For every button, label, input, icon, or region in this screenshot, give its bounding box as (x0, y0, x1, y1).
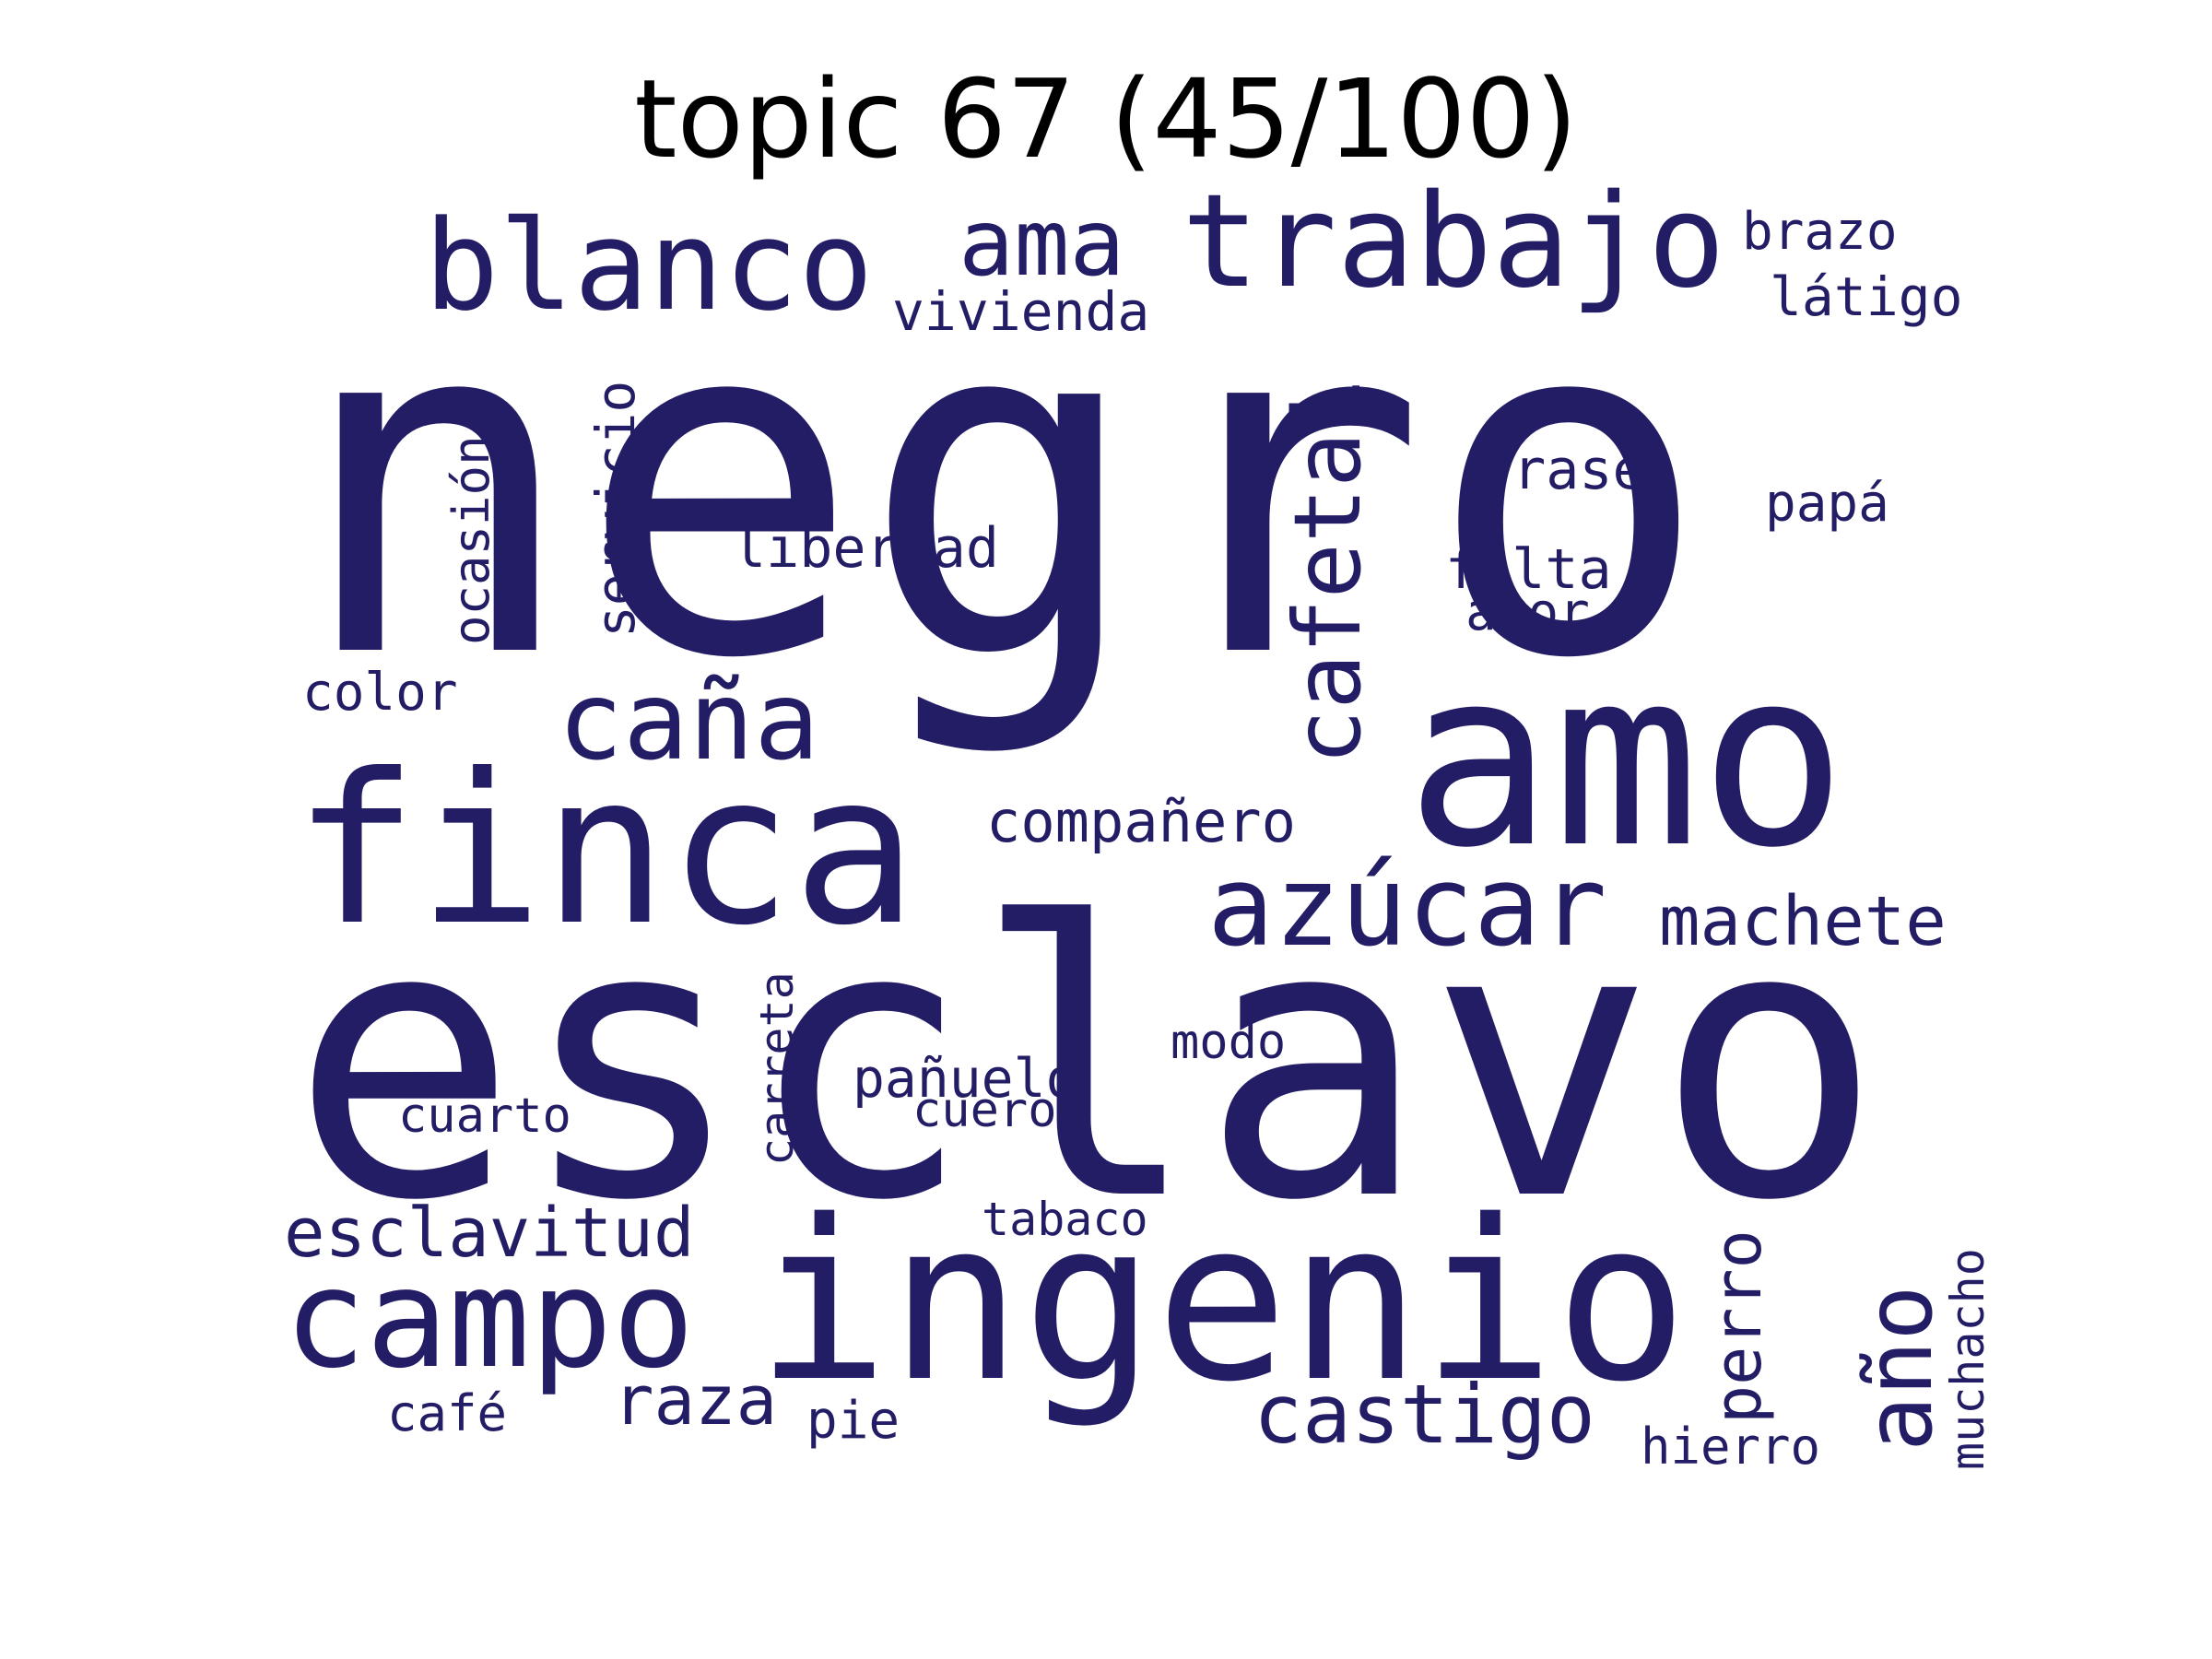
word-pie: pie (806, 1391, 900, 1451)
word-café: café (387, 1384, 507, 1442)
word-color: color (302, 663, 458, 723)
word-ocasión: ocasión (442, 435, 500, 645)
word-brazo: brazo (1742, 202, 1898, 262)
word-látigo: látigo (1770, 265, 1963, 328)
word-vivienda: vivienda (892, 280, 1149, 343)
word-ama: ama (959, 189, 1125, 297)
word-finca: finca (293, 730, 917, 971)
word-azúcar: azúcar (1207, 843, 1606, 971)
word-pañuelo: pañuelo (853, 1047, 1077, 1110)
word-raza: raza (613, 1361, 777, 1441)
word-amo: amo (1406, 618, 1847, 901)
word-ingenio: ingenio (756, 1172, 1688, 1430)
word-tabaco: tabaco (982, 1193, 1148, 1246)
word-hierro: hierro (1641, 1418, 1820, 1476)
word-esclavo: esclavo (290, 842, 1883, 1283)
word-esclavitud: esclavitud (284, 1194, 695, 1273)
word-año: año (1845, 1285, 1953, 1452)
word-perro: perro (1700, 1230, 1776, 1424)
word-negro: negro (295, 215, 1710, 761)
word-papá: papá (1765, 474, 1889, 534)
word-servicio: servicio (584, 381, 647, 638)
word-compañero: compañero (986, 788, 1296, 855)
word-libertad: libertad (733, 516, 999, 581)
word-muchacho: muchacho (1941, 1248, 1994, 1470)
word-cuero: cuero (912, 1083, 1057, 1138)
page-title: topic 67 (45/100) (634, 55, 1578, 182)
word-cuarto: cuarto (398, 1088, 571, 1144)
word-trabajo: trabajo (1182, 167, 1725, 317)
word-caña: caña (558, 657, 819, 784)
word-modo: modo (1171, 1015, 1286, 1070)
word-falta: falta (1445, 537, 1612, 602)
word-amor: amor (1465, 582, 1590, 642)
word-cafetal: cafetal (1274, 377, 1382, 765)
word-carreta: carreta (750, 971, 804, 1166)
word-campo: campo (284, 1240, 695, 1398)
word-frase: frase (1479, 438, 1646, 502)
word-blanco: blanco (424, 194, 874, 338)
word-castigo: castigo (1253, 1367, 1595, 1462)
word-machete: machete (1659, 882, 1947, 961)
